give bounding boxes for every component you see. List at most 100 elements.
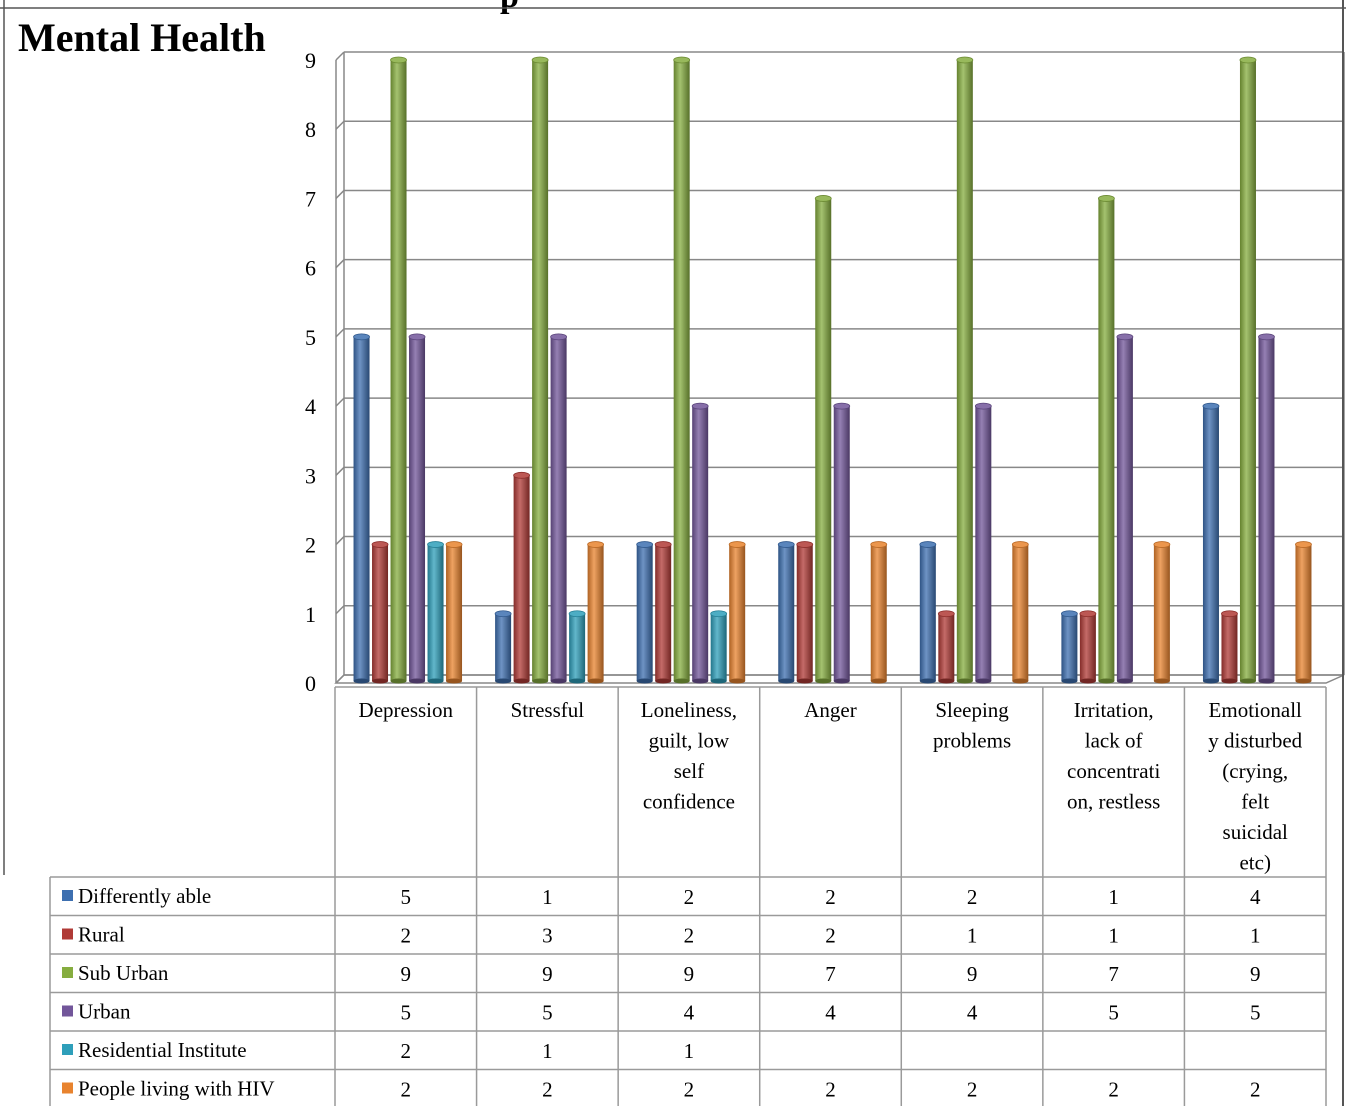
- y-tick-label: 9: [305, 48, 316, 73]
- legend-swatch: [62, 890, 73, 901]
- table-cell-value: 5: [542, 1001, 553, 1025]
- y-tick-label: 7: [305, 186, 316, 211]
- bar-base: [815, 678, 832, 684]
- table-cell-value: 9: [1250, 962, 1261, 986]
- table-cell-value: 4: [825, 1001, 836, 1025]
- bar-cap: [390, 56, 407, 64]
- bar-cap: [673, 56, 691, 64]
- category-label: Anger: [804, 698, 856, 722]
- bar-body: [1153, 544, 1170, 681]
- bar-body: [710, 613, 727, 681]
- bar-base: [975, 678, 992, 684]
- bar-cap: [956, 56, 974, 64]
- category-label-line: concentrati: [1067, 759, 1160, 783]
- category-label-line: problems: [933, 729, 1011, 753]
- bar-base: [1295, 678, 1312, 684]
- bar: [636, 541, 654, 684]
- bar-body: [1295, 544, 1312, 681]
- table-cell-value: 9: [401, 962, 412, 986]
- bar: [494, 610, 512, 684]
- bar-base: [833, 678, 850, 684]
- table-cell-value: 1: [684, 1039, 695, 1063]
- category-label-line: on, restless: [1067, 790, 1160, 814]
- bar: [550, 333, 568, 684]
- bar-base: [427, 678, 444, 684]
- bar: [1221, 610, 1238, 684]
- bar: [513, 471, 531, 684]
- table-cell-value: 7: [825, 962, 836, 986]
- table-cell-value: 1: [967, 924, 978, 948]
- category-label-line: Sleeping: [935, 698, 1009, 722]
- table-cell-value: 2: [542, 1078, 553, 1102]
- bar-base: [446, 678, 463, 684]
- bar-base: [1239, 678, 1256, 684]
- bar-body: [1239, 60, 1256, 681]
- table-cell-value: 1: [1108, 924, 1119, 948]
- bar: [1116, 333, 1134, 684]
- category-label-line: self: [674, 759, 704, 783]
- bar-base: [729, 678, 746, 684]
- bar-body: [1061, 613, 1078, 681]
- bar: [1239, 56, 1257, 684]
- legend-series-name: Urban: [78, 1000, 131, 1024]
- table-cell-value: 1: [1250, 924, 1261, 948]
- bar: [796, 541, 814, 684]
- bar-cap: [550, 333, 568, 341]
- table-cell-value: 1: [1108, 885, 1119, 909]
- bar-base: [919, 678, 936, 684]
- bar-cap: [427, 541, 444, 548]
- table-cell-value: 4: [967, 1001, 978, 1025]
- bar-base: [587, 678, 604, 684]
- bar-body: [569, 613, 586, 681]
- bar-base: [956, 678, 973, 684]
- table-cell-value: 3: [542, 924, 553, 948]
- bar-base: [1012, 678, 1029, 684]
- category-label-line: Anger: [804, 698, 856, 722]
- y-tick-label: 2: [305, 533, 316, 558]
- category-label-line: Loneliness,: [641, 698, 737, 722]
- bar: [728, 541, 746, 684]
- bar-cap: [1097, 195, 1115, 202]
- bar-cap: [974, 402, 992, 410]
- y-tick-label: 3: [305, 463, 316, 488]
- category-label-line: Emotionall: [1209, 698, 1302, 722]
- bar-cap: [531, 56, 549, 64]
- bar-body: [409, 336, 426, 681]
- bar-cap: [919, 541, 937, 548]
- chart-title: Mental Health: [18, 15, 266, 60]
- table-cell-value: 2: [401, 1078, 412, 1102]
- category-label-line: felt: [1241, 790, 1269, 814]
- bar: [777, 541, 795, 684]
- bar-base: [1079, 678, 1096, 684]
- category-label-line: guilt, low: [649, 729, 730, 753]
- bar-cap: [728, 541, 746, 548]
- bar-cap: [1011, 541, 1029, 548]
- bar-base: [796, 678, 813, 684]
- bar-body: [587, 544, 604, 681]
- table-cell-value: 4: [1250, 885, 1261, 909]
- bar-base: [1221, 678, 1238, 684]
- bar: [587, 541, 605, 684]
- bar-body: [550, 336, 567, 681]
- table-cell-value: 1: [542, 1039, 553, 1063]
- bar: [974, 402, 992, 684]
- gridline-side: [335, 328, 345, 338]
- bar-base: [1098, 678, 1115, 684]
- bar-body: [692, 406, 709, 681]
- table-cell-value: 2: [684, 885, 695, 909]
- bar-base: [353, 678, 370, 684]
- bar: [691, 402, 709, 684]
- y-tick-label: 5: [305, 325, 316, 350]
- bar: [937, 610, 955, 684]
- bar-base: [692, 678, 709, 684]
- bar-cap: [1239, 56, 1257, 64]
- table-cell-value: 4: [684, 1001, 695, 1025]
- bar-body: [495, 613, 512, 681]
- bar-cap: [353, 333, 370, 341]
- legend-series-name: Rural: [78, 923, 125, 947]
- bar-base: [390, 678, 407, 684]
- table-cell-value: 1: [542, 885, 553, 909]
- bar: [408, 333, 426, 684]
- bar-base: [1202, 678, 1219, 684]
- bar: [531, 56, 549, 684]
